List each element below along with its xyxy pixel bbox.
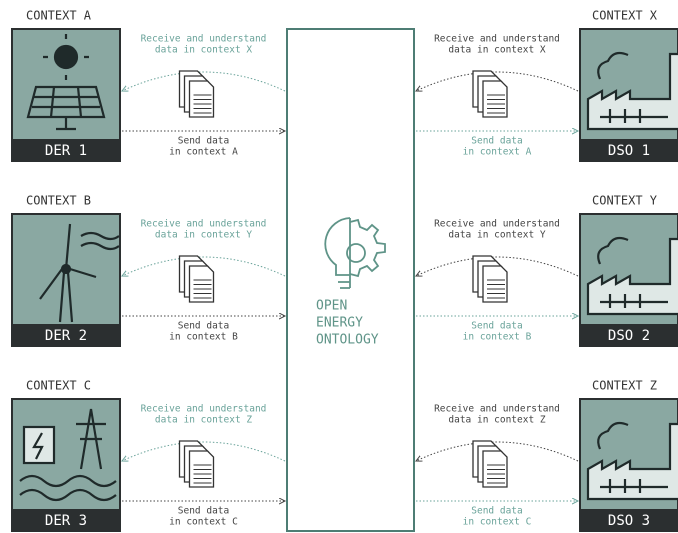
diagram: CONTEXT ADER 1Receive and understanddata… (0, 0, 678, 533)
send-note: Send data (471, 506, 522, 517)
document-icon (180, 71, 214, 117)
send-note: in context A (169, 147, 238, 158)
document-icon (180, 441, 214, 487)
send-note: Send data (178, 136, 229, 147)
send-note: in context C (169, 517, 238, 528)
document-icon (473, 71, 507, 117)
receive-note: Receive and understand (434, 219, 560, 230)
document-icon (473, 256, 507, 302)
send-note: in context B (463, 332, 532, 343)
context-label: CONTEXT Y (592, 194, 658, 208)
context-label: CONTEXT C (26, 379, 91, 393)
send-note: Send data (178, 506, 229, 517)
sun (55, 46, 77, 68)
document-icon (473, 441, 507, 487)
ontology-label: ONTOLOGY (316, 333, 379, 348)
send-note: in context A (463, 147, 532, 158)
entity-label: DSO 2 (608, 328, 650, 344)
ontology-label: OPEN (316, 299, 347, 314)
receive-note: data in context Z (448, 415, 546, 426)
turbine-hub (62, 265, 70, 273)
send-note: Send data (471, 321, 522, 332)
receive-note: data in context X (448, 45, 546, 56)
receive-note: Receive and understand (434, 34, 560, 45)
context-label: CONTEXT B (26, 194, 91, 208)
send-note: in context C (463, 517, 532, 528)
entity-label: DSO 3 (608, 513, 650, 529)
receive-note: Receive and understand (434, 404, 560, 415)
entity-label: DER 3 (45, 513, 87, 529)
document-icon (180, 256, 214, 302)
send-note: in context B (169, 332, 238, 343)
receive-note: Receive and understand (141, 34, 267, 45)
receive-note: data in context Z (155, 415, 253, 426)
receive-note: data in context Y (155, 230, 253, 241)
ontology-label: ENERGY (316, 316, 363, 331)
battery (24, 427, 54, 463)
entity-label: DER 1 (45, 143, 87, 159)
entity-label: DER 2 (45, 328, 87, 344)
send-note: Send data (178, 321, 229, 332)
receive-note: Receive and understand (141, 219, 267, 230)
receive-note: data in context Y (448, 230, 546, 241)
context-label: CONTEXT A (26, 9, 92, 23)
context-label: CONTEXT X (592, 9, 658, 23)
entity-label: DSO 1 (608, 143, 650, 159)
context-label: CONTEXT Z (592, 379, 657, 393)
receive-note: Receive and understand (141, 404, 267, 415)
send-note: Send data (471, 136, 522, 147)
receive-note: data in context X (155, 45, 253, 56)
